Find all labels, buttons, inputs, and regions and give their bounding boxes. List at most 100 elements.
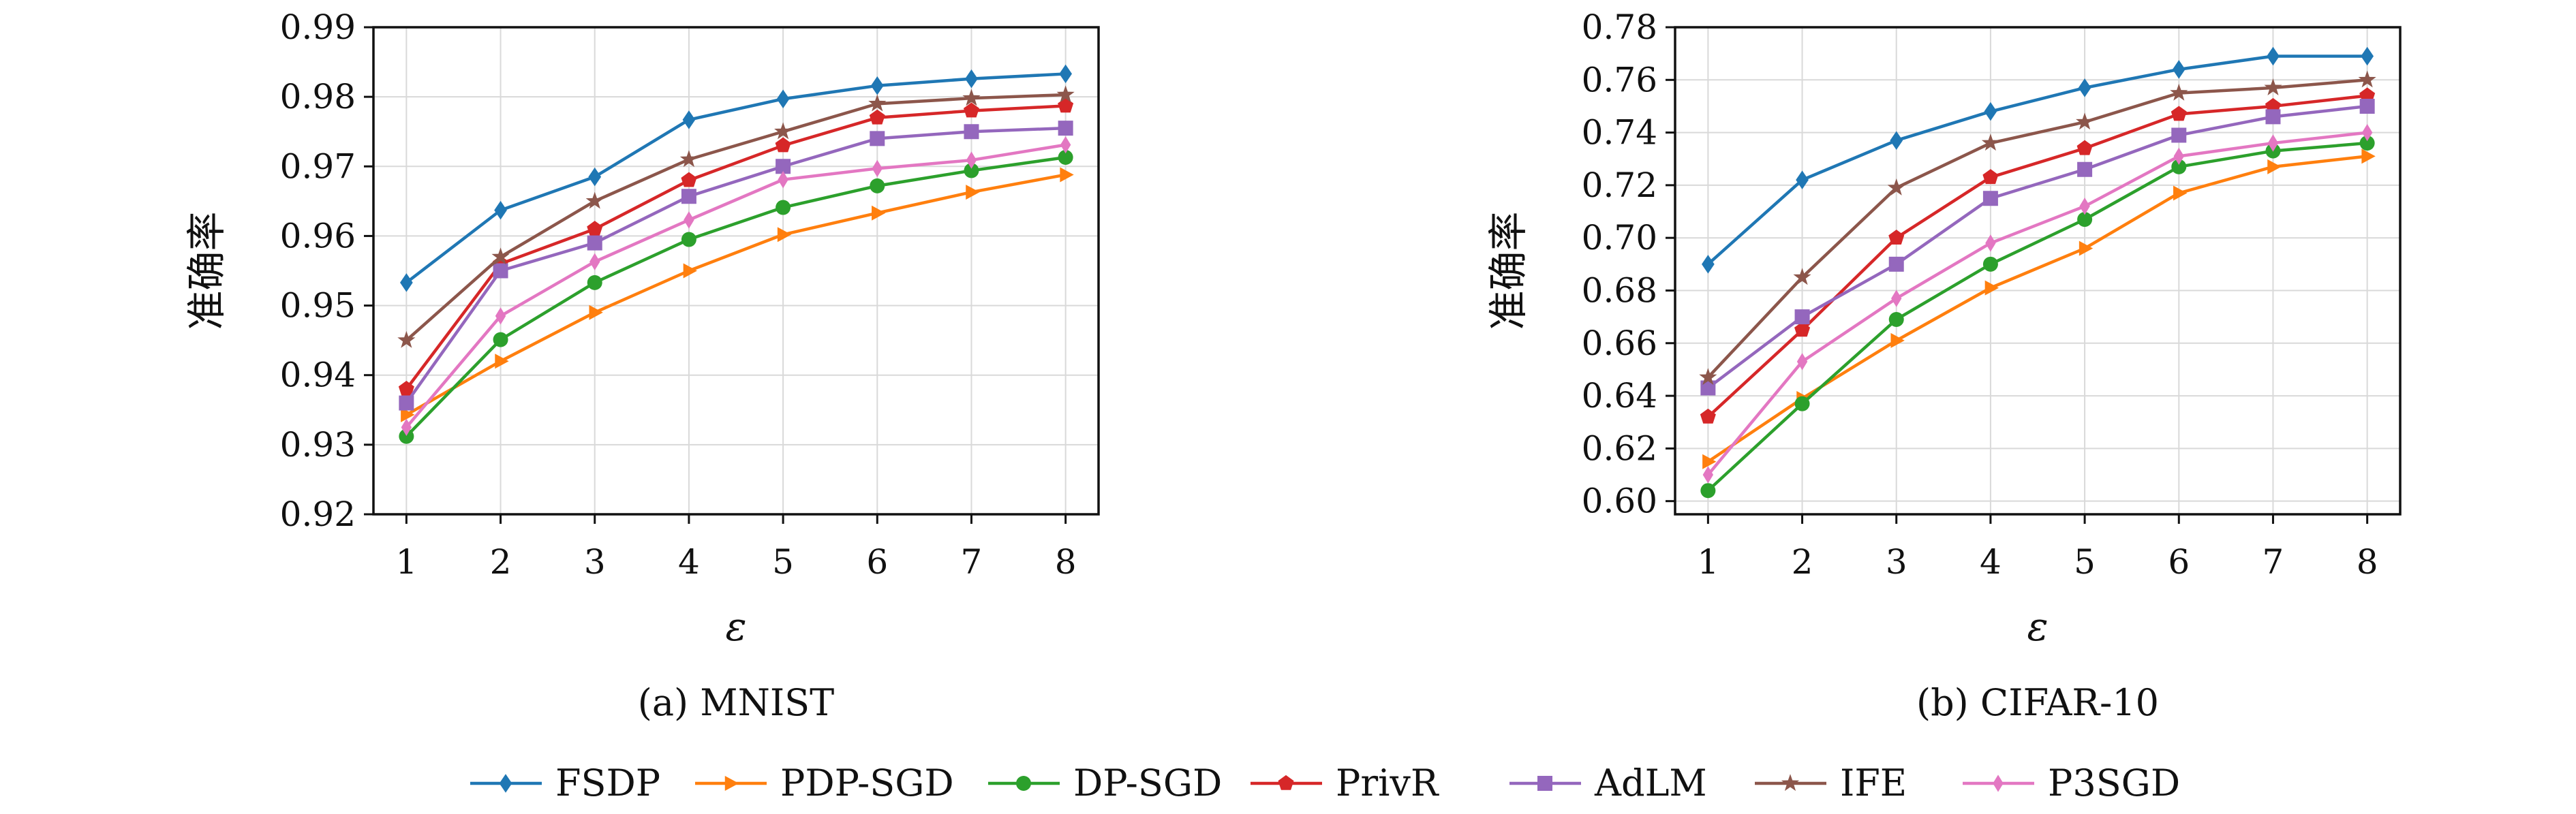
legend-marker-privr [1278,774,1294,790]
data-point-ife [774,122,793,140]
legend-label-adlm: AdLM [1594,762,1707,804]
legend-label-p3sgd: P3SGD [2048,762,2180,804]
series-line-p3sgd [405,143,1067,428]
data-point-adlm [681,189,696,204]
data-point-dp-sgd [1794,396,1810,411]
data-point-pdp-sgd [1890,332,1905,348]
data-point-dp-sgd [964,163,979,178]
data-point-adlm [776,159,791,174]
data-point-ife [1793,268,1811,285]
data-point-ife [1887,178,1905,195]
data-point-ife [868,94,887,112]
data-point-adlm [2171,127,2187,143]
series-line-adlm [1707,104,2367,390]
data-point-pdp-sgd [2361,148,2376,164]
data-point-fsdp [400,273,413,292]
y-tick-label: 0.97 [280,146,356,186]
subfigure-caption: (a) MNIST [638,681,834,724]
data-point-fsdp [2172,60,2186,79]
data-point-p3sgd [401,418,412,436]
x-tick-label: 1 [395,542,417,582]
data-point-ife [491,247,510,265]
data-point-adlm [964,124,979,140]
x-tick-label: 2 [1792,542,1813,582]
data-point-privr [869,109,885,125]
data-point-adlm [587,235,602,251]
data-point-p3sgd [2267,134,2279,152]
data-point-ife [2170,83,2188,101]
x-tick-label: 4 [1980,542,2002,582]
data-point-fsdp [2361,46,2374,66]
y-tick-label: 0.70 [1582,218,1657,257]
y-tick-label: 0.95 [280,286,356,326]
data-point-ife [1056,85,1075,103]
data-point-ife [679,150,698,168]
data-point-fsdp [965,69,978,89]
data-point-p3sgd [495,307,506,325]
data-point-privr [2171,106,2187,121]
data-point-dp-sgd [870,178,885,193]
data-point-ife [1981,134,1999,151]
data-point-p3sgd [2173,147,2184,166]
data-point-p3sgd [966,151,977,169]
data-point-adlm [399,395,414,411]
data-point-dp-sgd [1700,483,1716,499]
data-point-privr [398,381,414,396]
data-point-privr [1982,169,1999,185]
y-tick-label: 0.98 [280,77,356,116]
data-point-adlm [1888,256,1904,272]
legend-marker-pdp-sgd [724,776,739,791]
subfigure-caption: (b) CIFAR-10 [1916,681,2159,724]
legend-marker-adlm [1537,776,1552,791]
data-point-fsdp [1984,101,1997,121]
y-tick-label: 0.64 [1582,376,1657,416]
data-point-privr [1058,97,1074,113]
data-point-privr [681,172,697,187]
x-axis-label: ε [2027,604,2048,650]
data-point-privr [2265,97,2281,113]
data-point-ife [962,89,981,106]
data-point-privr [775,137,791,153]
legend-label-ife: IFE [1840,762,1907,804]
data-point-p3sgd [1985,234,1996,252]
data-point-adlm [2077,161,2093,177]
data-point-p3sgd [1060,136,1071,154]
data-point-ife [1699,368,1717,386]
chart-mnist: 0.92 0.93 0.94 0.95 0.96 0.97 0.98 0.99 1 2 3 4 5 6 7 8… [183,7,1100,724]
data-point-privr [587,221,603,236]
legend-label-fsdp: FSDP [555,762,660,804]
x-tick-label: 3 [1886,542,1907,582]
legend-marker-fsdp [499,774,512,793]
data-point-fsdp [682,110,696,129]
data-point-pdp-sgd [401,407,415,422]
data-point-p3sgd [684,211,694,229]
data-point-fsdp [2078,78,2091,97]
data-point-fsdp [2267,46,2280,66]
series-line-fsdp [1706,54,2367,266]
plot-frame [1674,26,2402,516]
data-point-dp-sgd [1058,150,1073,166]
data-point-fsdp [588,167,602,187]
data-point-p3sgd [1796,353,1808,371]
x-axis-label: ε [725,604,746,650]
x-tick-label: 6 [2168,542,2190,582]
data-point-adlm [870,131,885,146]
data-point-dp-sgd [2359,136,2375,151]
x-tick-label: 8 [1055,542,1077,582]
data-point-p3sgd [589,253,600,270]
data-point-ife [2076,112,2094,130]
x-tick-label: 5 [772,542,794,582]
series-line-pdp-sgd [405,173,1067,416]
y-tick-label: 0.62 [1582,428,1657,468]
plot-frame [372,26,1100,516]
data-point-ife [2264,78,2282,96]
series-line-p3sgd [1706,131,2367,476]
y-tick-label: 0.76 [1582,60,1657,99]
data-point-fsdp [1890,131,1903,150]
legend-marker-p3sgd [1993,774,2004,792]
y-tick-label: 0.96 [280,216,356,255]
data-point-p3sgd [778,171,788,189]
data-point-privr [963,102,979,118]
data-point-privr [1700,408,1716,424]
